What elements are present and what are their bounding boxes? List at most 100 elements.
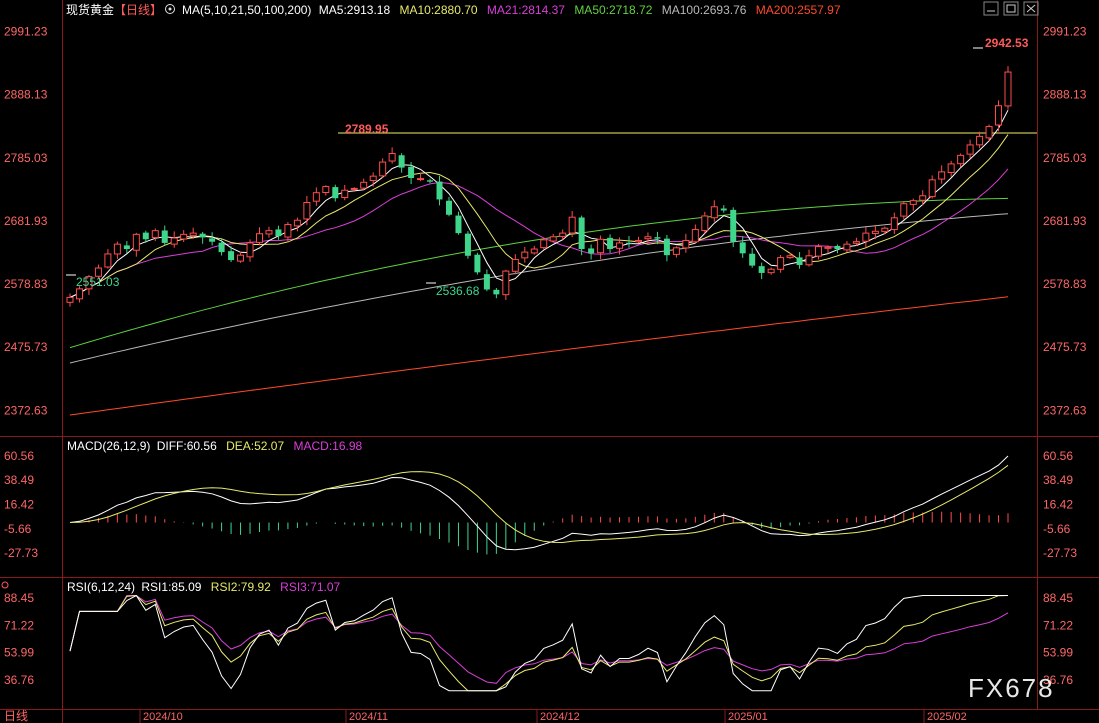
ma-params: MA(5,10,21,50,100,200) [182, 3, 311, 17]
settings-icon[interactable] [165, 4, 175, 14]
candle [104, 249, 112, 269]
candle [275, 225, 282, 240]
rsi-tick-left: 53.99 [4, 646, 34, 660]
candle [634, 236, 642, 244]
candle [180, 230, 188, 243]
candle [502, 269, 510, 301]
macd-tick-right: -5.66 [1043, 522, 1071, 536]
candle [995, 100, 1003, 132]
ma5-value: MA5:2913.18 [319, 3, 391, 17]
macd-tick-left: -27.73 [4, 546, 38, 560]
candle [871, 224, 879, 240]
macd-dea-value: DEA:52.07 [226, 439, 284, 453]
candle [540, 238, 548, 250]
minimize-icon[interactable] [983, 1, 999, 16]
price-tick-left: 2578.83 [4, 277, 48, 291]
candle [834, 244, 841, 254]
ma50-value: MA50:2718.72 [574, 3, 652, 17]
candle [85, 274, 93, 295]
candle [900, 200, 908, 220]
candle [739, 236, 746, 258]
candle [616, 237, 624, 255]
price-tick-left: 2991.23 [4, 24, 48, 38]
candle [549, 233, 557, 243]
price-tick-right: 2681.93 [1043, 214, 1087, 228]
candle [749, 247, 756, 268]
price-tick-right: 2888.13 [1043, 88, 1087, 102]
macd-tick-left: 60.56 [4, 449, 34, 463]
candle [417, 172, 425, 182]
candle [701, 211, 709, 234]
date-label: 2025/01 [728, 711, 768, 723]
candle [862, 227, 870, 248]
ma10-line [69, 134, 1009, 298]
candle [493, 287, 500, 299]
candle [255, 227, 263, 246]
candle [237, 251, 245, 263]
candle [758, 262, 765, 280]
macd-diff-value: DIFF:60.56 [157, 439, 217, 453]
candle [398, 153, 405, 173]
indicator-menu-icon[interactable] [1, 581, 9, 589]
price-tick-right: 2785.03 [1043, 151, 1087, 165]
candle [246, 239, 254, 262]
candle [909, 198, 917, 211]
candle [663, 234, 670, 262]
rsi-tick-right: 71.22 [1043, 618, 1073, 632]
macd-tick-right: 60.56 [1043, 449, 1073, 463]
price-tick-right: 2991.23 [1043, 24, 1087, 38]
candle [483, 269, 490, 292]
price-tick-right: 2578.83 [1043, 277, 1087, 291]
macd-tick-right: 16.42 [1043, 497, 1073, 511]
macd-tick-right: -27.73 [1043, 546, 1077, 560]
candle [312, 187, 320, 206]
candle [379, 158, 387, 178]
period-footer-label: 日线 [4, 709, 28, 723]
price-tick-left: 2372.63 [4, 403, 48, 417]
macd-tick-left: -5.66 [4, 522, 32, 536]
candle [75, 286, 83, 303]
rsi1-line [69, 594, 1008, 692]
candle [682, 233, 690, 253]
candle [947, 160, 955, 177]
rsi-tick-right: 88.45 [1043, 591, 1073, 605]
high-label: 2942.53 [985, 36, 1029, 50]
macd-dea-line [69, 464, 1009, 544]
svg-text:RSI(6,12,24) RSI1:85.09: RSI(6,12,24) RSI1:85.09 RSI2:79.92 RSI3:… [67, 580, 341, 594]
low2-label: 2536.68 [436, 284, 480, 298]
candle [218, 238, 225, 256]
candle [626, 236, 633, 248]
candle [388, 147, 396, 164]
candle [852, 237, 860, 246]
svg-text:MACD(26,12,9) DIFF:60.56: MACD(26,12,9) DIFF:60.56 DEA:52.07 MACD:… [67, 439, 363, 453]
candle [976, 131, 984, 149]
macd-tick-left: 38.49 [4, 473, 34, 487]
candle [427, 178, 434, 184]
ma10-value: MA10:2880.70 [400, 3, 478, 17]
candle [209, 232, 216, 246]
close-icon[interactable] [1023, 1, 1039, 16]
candle [521, 246, 529, 263]
candle [691, 224, 699, 244]
rsi3-line [69, 595, 1009, 684]
rsi-tick-right: 53.99 [1043, 646, 1073, 660]
candle [767, 267, 775, 275]
candle [293, 217, 301, 232]
candle [1004, 66, 1012, 110]
candle [341, 184, 349, 201]
rsi1-value: RSI1:85.09 [141, 580, 201, 594]
candle [559, 229, 567, 240]
restore-icon[interactable] [1003, 1, 1019, 16]
candle [511, 254, 519, 275]
ma21-value: MA21:2814.37 [487, 3, 565, 17]
rsi-tick-left: 71.22 [4, 618, 34, 632]
ma100-line [69, 213, 1009, 364]
rsi-tick-right: 36.76 [1043, 673, 1073, 687]
rsi2-value: RSI2:79.92 [211, 580, 271, 594]
ma100-value: MA100:2693.76 [662, 3, 747, 17]
ma50-line [69, 197, 1009, 349]
candle [265, 226, 273, 238]
candle [672, 246, 680, 258]
candle [284, 222, 292, 243]
candle [957, 153, 965, 168]
